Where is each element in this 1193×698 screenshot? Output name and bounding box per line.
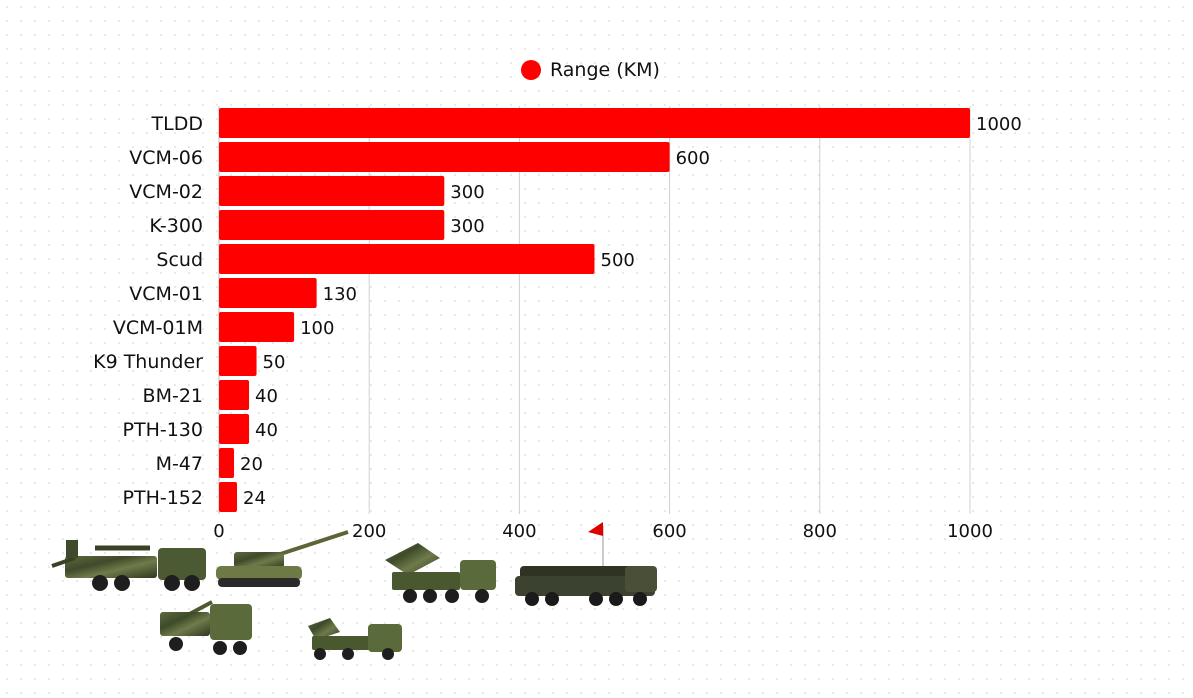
legend-label: Range (KM): [550, 59, 660, 81]
value-label: 600: [676, 148, 710, 169]
bar[interactable]: [219, 210, 445, 240]
vehicle-illustrations: [51, 522, 657, 660]
x-tick-label: 0: [213, 521, 224, 542]
x-tick-label: 600: [652, 521, 686, 542]
bar[interactable]: [219, 346, 257, 376]
category-label: PTH-130: [123, 419, 203, 441]
value-label: 40: [255, 386, 278, 407]
value-label: 300: [450, 216, 484, 237]
value-label: 50: [263, 352, 286, 373]
x-tick-label: 800: [803, 521, 837, 542]
category-label: BM-21: [143, 385, 203, 407]
value-label: 40: [255, 420, 278, 441]
flag-icon: [588, 522, 603, 536]
category-label: VCM-01M: [113, 317, 203, 339]
bar[interactable]: [219, 142, 670, 172]
value-labels: 1000 600 300 300 500 130 100 50 40 40 20 24: [240, 114, 1022, 509]
x-tick-label: 1000: [947, 521, 993, 542]
bar[interactable]: [219, 448, 235, 478]
category-label: VCM-06: [129, 147, 203, 169]
bar[interactable]: [219, 176, 445, 206]
truck-mounted-howitzer-image: [51, 540, 206, 591]
category-label: Scud: [156, 249, 203, 271]
tracked-self-propelled-gun-image: [216, 530, 349, 587]
rocket-launcher-truck-image: [385, 543, 496, 603]
x-tick-label: 200: [352, 521, 386, 542]
bar[interactable]: [219, 244, 595, 274]
bar[interactable]: [219, 380, 250, 410]
legend[interactable]: Range (KM): [521, 59, 660, 81]
gridlines: [218, 106, 971, 514]
value-label: 500: [601, 250, 635, 271]
value-label: 100: [300, 318, 334, 339]
bars: [219, 108, 970, 512]
x-tick-label: 400: [502, 521, 536, 542]
value-label: 1000: [976, 114, 1022, 135]
category-label: K-300: [149, 215, 203, 237]
value-label: 300: [450, 182, 484, 203]
category-label: K9 Thunder: [93, 351, 203, 373]
camo-howitzer-truck-image: [160, 600, 252, 655]
bar[interactable]: [219, 482, 238, 512]
category-labels: TLDD VCM-06 VCM-02 K-300 Scud VCM-01 VCM-01M K9…: [93, 113, 203, 509]
category-label: VCM-02: [129, 181, 203, 203]
legend-marker: [521, 60, 541, 80]
value-label: 24: [243, 488, 266, 509]
bar[interactable]: [219, 414, 250, 444]
value-label: 20: [240, 454, 263, 475]
category-label: TLDD: [151, 113, 203, 135]
category-label: PTH-152: [123, 487, 203, 509]
bar[interactable]: [219, 108, 970, 138]
value-label: 130: [323, 284, 357, 305]
small-rocket-launcher-truck-image: [308, 618, 402, 660]
category-label: VCM-01: [129, 283, 203, 305]
bar[interactable]: [219, 278, 317, 308]
bar[interactable]: [219, 312, 295, 342]
ballistic-missile-launcher-image: [515, 522, 657, 606]
x-axis-ticks: 0 200 400 600 800 1000: [213, 521, 993, 542]
category-label: M-47: [156, 453, 203, 475]
